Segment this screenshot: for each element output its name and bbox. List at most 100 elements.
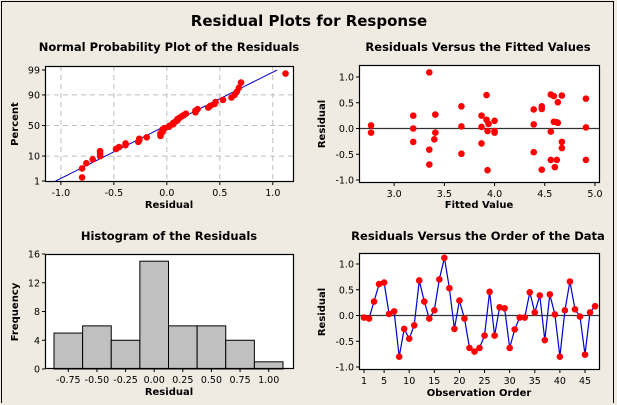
fitted-data-point xyxy=(485,120,492,128)
order-data-point xyxy=(496,303,503,311)
fitted-data-point xyxy=(558,92,566,99)
fitted-data-point xyxy=(367,129,375,136)
normal-ytick-label: 1 xyxy=(34,177,40,188)
fitted-data-point xyxy=(458,150,465,158)
fitted-plot-title: Residuals Versus the Fitted Values xyxy=(365,40,590,54)
normal-data-point xyxy=(78,174,86,181)
normal-ytick-label: 99 xyxy=(28,66,40,77)
order-data-point xyxy=(536,292,544,299)
histogram-xtick-label: 1.00 xyxy=(258,375,279,386)
fitted-xtick-label: 4.5 xyxy=(537,189,552,200)
fitted-data-point xyxy=(582,95,590,102)
fitted-xtick-label: 3.5 xyxy=(437,189,452,200)
normal-data-point xyxy=(219,96,227,104)
order-ytick-label: 1.0 xyxy=(339,260,354,271)
normal-xtick-label: 0.0 xyxy=(159,188,174,199)
order-data-point xyxy=(420,298,428,305)
histogram-ytick-label: 4 xyxy=(34,336,40,347)
fitted-data-point xyxy=(582,124,590,131)
histogram-xtick-label: 0.75 xyxy=(229,375,250,386)
order-data-point xyxy=(506,344,513,352)
fitted-data-point xyxy=(478,123,485,131)
order-data-point xyxy=(441,254,448,262)
histogram-xlabel: Residual xyxy=(145,387,193,398)
normal-data-point xyxy=(96,147,104,155)
order-data-point xyxy=(586,309,594,316)
order-data-point xyxy=(501,304,508,312)
fitted-data-point xyxy=(432,129,439,136)
normal-data-point xyxy=(143,134,151,141)
order-data-point xyxy=(561,307,569,314)
order-data-point xyxy=(461,315,468,322)
normal-data-point xyxy=(182,110,190,117)
fitted-data-point xyxy=(491,117,498,125)
normal-xtick-label: 1.0 xyxy=(265,188,280,199)
fitted-data-point xyxy=(425,161,433,168)
normal-xlabel: Residual xyxy=(145,200,193,211)
normal-data-point xyxy=(136,135,143,143)
order-data-point xyxy=(511,326,518,333)
fitted-data-point xyxy=(409,138,417,146)
normal-xtick-label: -1.0 xyxy=(52,188,71,199)
figure-title: Residual Plots for Response xyxy=(191,12,427,30)
order-data-point xyxy=(516,314,524,321)
order-data-point xyxy=(431,307,438,314)
fitted-data-point xyxy=(530,106,538,113)
order-data-point xyxy=(370,298,378,305)
order-data-point xyxy=(541,336,549,344)
order-data-point xyxy=(571,306,579,313)
order-data-point xyxy=(375,280,383,288)
histogram-ytick-label: 0 xyxy=(34,365,40,376)
order-data-point xyxy=(360,314,368,321)
fitted-plot-area xyxy=(359,65,600,183)
order-data-point xyxy=(390,308,398,315)
fitted-data-point xyxy=(458,123,465,130)
fitted-data-point xyxy=(425,69,433,76)
fitted-plot-border xyxy=(358,64,601,184)
fitted-data-point xyxy=(558,138,566,146)
normal-data-point xyxy=(282,70,289,77)
order-data-point xyxy=(576,313,584,320)
histogram-xtick-label: -0.50 xyxy=(85,375,110,386)
normal-ytick-label: 10 xyxy=(28,152,40,163)
order-xtick-label: 1 xyxy=(361,376,367,387)
order-data-point xyxy=(395,353,403,361)
order-data-point xyxy=(581,351,589,358)
fitted-data-point xyxy=(478,140,485,147)
order-data-point xyxy=(436,276,443,283)
fitted-data-point xyxy=(582,156,590,164)
histogram-xtick-label: 0.50 xyxy=(201,375,222,386)
normal-data-point xyxy=(83,159,90,167)
normal-data-point xyxy=(194,105,201,113)
fitted-data-point xyxy=(538,105,546,113)
order-data-point xyxy=(551,311,559,318)
order-plot-border xyxy=(358,252,601,371)
histogram-plot-border xyxy=(44,253,295,370)
order-data-point xyxy=(456,297,463,304)
order-data-point xyxy=(531,309,539,316)
order-data-point xyxy=(365,315,373,322)
fitted-ytick-label: 0.5 xyxy=(339,98,354,109)
histogram-bar xyxy=(82,325,112,370)
fitted-data-point xyxy=(530,148,538,156)
order-plot: 1 5 10 15 20 25 30 35 40 45-1.0-0.50.00.51.0 xyxy=(335,252,601,387)
histogram-plot: -0.75 -0.50 -0.25 0.00 0.25 0.50 0.75 1.00 0 4 8 12… xyxy=(28,250,295,386)
normal-ytick-label: 50 xyxy=(28,121,40,132)
order-xtick-label: 25 xyxy=(478,376,490,387)
fitted-data-point xyxy=(554,98,562,106)
histogram-title: Histogram of the Residuals xyxy=(81,229,257,243)
histogram-bar xyxy=(110,339,141,370)
order-xlabel: Observation Order xyxy=(427,388,532,399)
fitted-data-point xyxy=(554,119,562,127)
normal-xtick-label: -0.5 xyxy=(105,188,124,199)
normal-data-point xyxy=(235,84,243,92)
histogram-ytick-label: 12 xyxy=(28,278,40,289)
fitted-data-point xyxy=(431,136,438,143)
order-xtick-label: 5 xyxy=(381,376,387,387)
order-data-point xyxy=(410,321,418,329)
fitted-data-point xyxy=(484,127,491,135)
fitted-data-point xyxy=(553,156,561,164)
order-xtick-label: 20 xyxy=(453,376,465,387)
fitted-data-point xyxy=(367,122,375,129)
order-ylabel: Residual xyxy=(317,288,328,336)
